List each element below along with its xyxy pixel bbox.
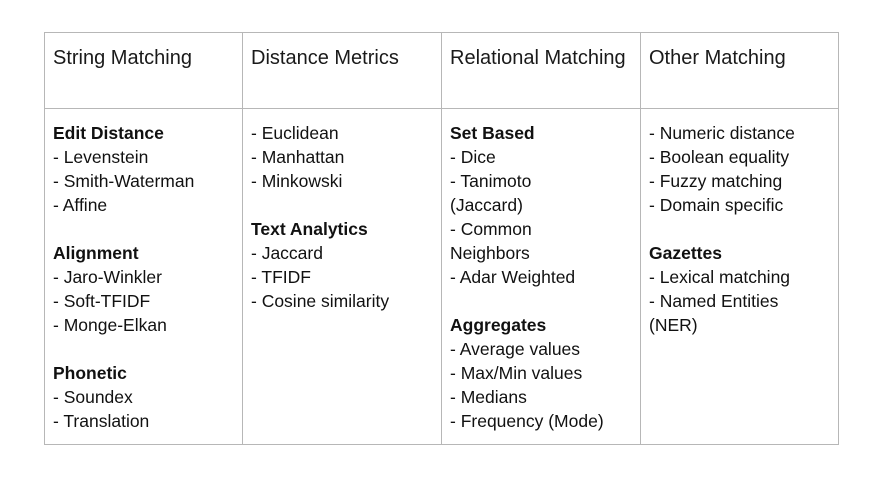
list-item: - Lexical matching	[649, 267, 791, 287]
header-string-matching: String Matching	[45, 33, 243, 109]
list-item: - Max/Min values	[450, 363, 583, 383]
column-distance-metrics: - Euclidean - Manhattan - Minkowski Text…	[243, 109, 442, 444]
list-item: - Named Entities (NER)	[649, 291, 779, 335]
column-other-matching: - Numeric distance - Boolean equality - …	[641, 109, 838, 444]
list-item: - Adar Weighted	[450, 267, 576, 287]
list-item: - Cosine similarity	[251, 291, 390, 311]
column-string-matching: Edit Distance - Levenstein - Smith-Water…	[45, 109, 243, 444]
list-item: - Numeric distance	[649, 123, 795, 143]
matching-methods-table: String Matching Distance Metrics Relatio…	[44, 32, 839, 445]
group-title-phonetic: Phonetic	[53, 363, 127, 383]
header-distance-metrics: Distance Metrics	[243, 33, 442, 109]
list-item: - Jaro-Winkler	[53, 267, 162, 287]
list-item: - Medians	[450, 387, 527, 407]
list-item: - Domain specific	[649, 195, 784, 215]
group-title-edit-distance: Edit Distance	[53, 123, 164, 143]
group-title-set-based: Set Based	[450, 123, 535, 143]
group-title-text-analytics: Text Analytics	[251, 219, 368, 239]
list-item: - Common Neighbors	[450, 219, 532, 263]
list-item: - Monge-Elkan	[53, 315, 167, 335]
list-item: - Levenstein	[53, 147, 149, 167]
header-relational-matching: Relational Matching	[442, 33, 641, 109]
list-item: - TFIDF	[251, 267, 311, 287]
list-item: - Jaccard	[251, 243, 323, 263]
spacer	[53, 217, 234, 241]
list-item: - Euclidean	[251, 123, 339, 143]
list-item: - Translation	[53, 411, 150, 431]
list-item: - Frequency (Mode)	[450, 411, 604, 431]
list-item: - Boolean equality	[649, 147, 790, 167]
list-item: - Manhattan	[251, 147, 345, 167]
spacer	[53, 337, 234, 361]
column-relational-matching: Set Based - Dice - Tanimoto (Jaccard) - …	[442, 109, 641, 444]
spacer	[251, 193, 433, 217]
spacer	[450, 289, 632, 313]
list-item: - Average values	[450, 339, 581, 359]
list-item: - Affine	[53, 195, 108, 215]
spacer	[649, 217, 830, 241]
header-other-matching: Other Matching	[641, 33, 838, 109]
list-item: - Soundex	[53, 387, 133, 407]
list-item: - Soft-TFIDF	[53, 291, 151, 311]
list-item: - Tanimoto (Jaccard)	[450, 171, 532, 215]
list-item: - Minkowski	[251, 171, 343, 191]
group-title-aggregates: Aggregates	[450, 315, 547, 335]
list-item: - Dice	[450, 147, 496, 167]
group-title-gazettes: Gazettes	[649, 243, 722, 263]
list-item: - Smith-Waterman	[53, 171, 195, 191]
list-item: - Fuzzy matching	[649, 171, 783, 191]
group-title-alignment: Alignment	[53, 243, 139, 263]
